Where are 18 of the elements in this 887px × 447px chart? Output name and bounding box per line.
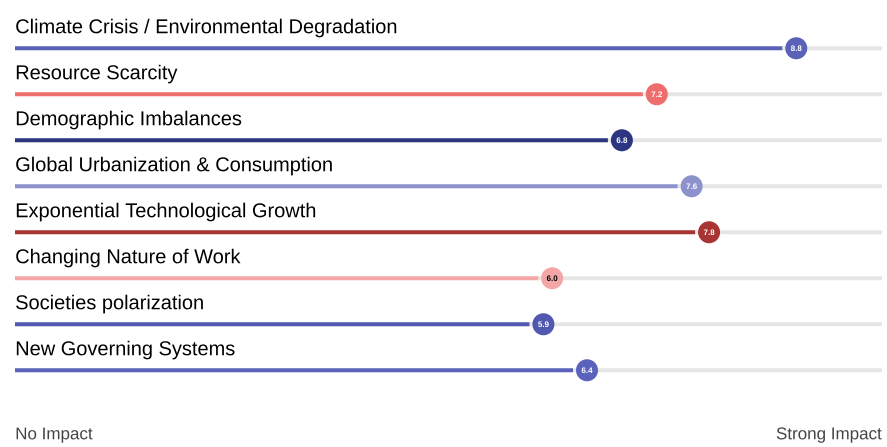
- data-label: 7.8: [704, 229, 714, 236]
- data-label: 5.9: [538, 321, 549, 328]
- y-tick-label: Demographic Imbalances: [16, 110, 242, 130]
- y-tick-label: Changing Nature of Work: [16, 248, 241, 268]
- y-tick-label: Global Urbanization & Consumption: [16, 156, 332, 176]
- y-tick-label: Exponential Technological Growth: [16, 202, 316, 222]
- data-label: 7.6: [686, 183, 697, 190]
- data-label: 6.4: [582, 367, 593, 374]
- text: Strong Impact: [776, 427, 882, 443]
- text: No Impact: [16, 428, 93, 443]
- data-label: 6.8: [616, 137, 628, 144]
- y-tick-label: New Governing Systems: [16, 340, 235, 360]
- data-label: 6.0: [546, 275, 558, 282]
- y-tick-label: Societies polarization: [16, 294, 203, 314]
- data-label: 7.2: [652, 91, 662, 97]
- data-label: 8.8: [790, 45, 802, 52]
- y-tick-label: Climate Crisis / Environmental Degradation: [16, 18, 396, 38]
- y-tick-label: Resource Scarcity: [16, 64, 178, 84]
